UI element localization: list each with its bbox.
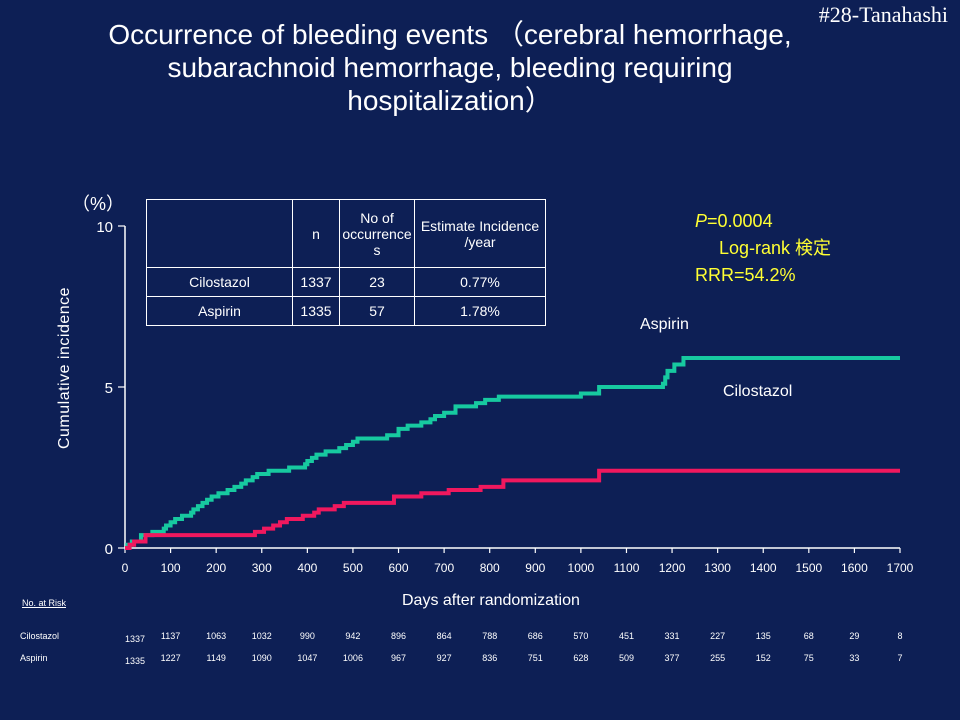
risk-cell: 990 [299, 631, 315, 641]
x-tick-label: 1000 [568, 561, 595, 575]
p-value-line: P=0.0004 [695, 208, 831, 235]
summary-cell: 1337 [292, 267, 340, 297]
x-tick-label: 0 [122, 561, 129, 575]
summary-table: n No of occurrence s Estimate Incidence … [146, 199, 546, 326]
risk-cell: 942 [345, 631, 361, 641]
x-tick-label: 900 [525, 561, 545, 575]
x-tick-label: 1600 [841, 561, 868, 575]
p-value: =0.0004 [707, 211, 773, 231]
risk-cell: 135 [755, 631, 771, 641]
summary-header-incidence: Estimate Incidence /year [414, 199, 546, 268]
summary-cell: Cilostazol [146, 267, 293, 297]
x-tick-label: 100 [161, 561, 181, 575]
x-tick-label: 300 [252, 561, 272, 575]
test-name: Log-rank 検定 [719, 238, 832, 258]
risk-cell: 1137 [160, 631, 181, 641]
risk-cell: 255 [710, 653, 726, 663]
slide-number: #28-Tanahashi [818, 2, 948, 27]
summary-cell: Aspirin [146, 296, 293, 326]
risk-cell: 75 [803, 653, 814, 663]
slide-title: Occurrence of bleeding events （cerebral … [0, 18, 900, 117]
y-tick-label: 0 [105, 541, 113, 558]
risk-cell: 33 [849, 653, 860, 663]
risk-cell: 7 [897, 653, 903, 663]
risk-cell: 1032 [251, 631, 272, 641]
p-symbol: P [695, 211, 708, 231]
x-tick-label: 800 [480, 561, 500, 575]
risk-cell: 628 [573, 653, 589, 663]
risk-cell: 927 [436, 653, 452, 663]
y-tick-label: 10 [96, 219, 113, 236]
risk-table-heading: No. at Risk [22, 598, 67, 608]
summary-header-occurrences: No of occurrence s [339, 199, 415, 268]
risk-cell: 1337 [124, 634, 146, 644]
summary-header-n: n [292, 199, 340, 268]
rrr-value: RRR=54.2% [695, 265, 796, 285]
risk-cell: 29 [849, 631, 860, 641]
y-axis-unit: （%） [72, 194, 125, 214]
x-axis-label: Days after randomization [402, 592, 580, 609]
statistics-annotation: P=0.0004 Log-rank 検定 RRR=54.2% [695, 208, 831, 289]
summary-cell: 23 [339, 267, 415, 297]
title-line-1: Occurrence of bleeding events （cerebral … [108, 19, 792, 50]
risk-row-label: Aspirin [20, 653, 48, 663]
x-tick-label: 1300 [704, 561, 731, 575]
title-line-2: subarachnoid hemorrhage, bleeding requir… [167, 52, 733, 83]
risk-cell: 152 [755, 653, 771, 663]
x-tick-label: 1400 [750, 561, 777, 575]
x-tick-label: 1200 [659, 561, 686, 575]
x-tick-label: 1500 [795, 561, 822, 575]
risk-cell: 8 [897, 631, 903, 641]
risk-cell: 509 [618, 653, 634, 663]
series-line-cilostazol [125, 468, 900, 550]
risk-row-label: Cilostazol [20, 631, 60, 641]
summary-cell: 1335 [292, 296, 340, 326]
x-tick-label: 1700 [887, 561, 914, 575]
risk-cell: 864 [436, 631, 452, 641]
risk-cell: 227 [710, 631, 726, 641]
title-line-3: hospitalization） [347, 85, 553, 116]
x-tick-label: 600 [389, 561, 409, 575]
aspirin-curve-label: Aspirin [640, 316, 689, 333]
risk-cell: 1227 [160, 653, 181, 663]
x-tick-label: 200 [206, 561, 226, 575]
risk-cell: 1149 [206, 653, 226, 663]
cilostazol-curve-label: Cilostazol [723, 383, 793, 400]
summary-cell: 57 [339, 296, 415, 326]
risk-cell: 896 [391, 631, 407, 641]
risk-cell: 331 [664, 631, 680, 641]
risk-cell: 1047 [297, 653, 318, 663]
series-line-aspirin [125, 356, 900, 550]
risk-cell: 836 [482, 653, 498, 663]
summary-cell: 0.77% [414, 267, 546, 297]
risk-cell: 788 [482, 631, 498, 641]
risk-cell: 686 [527, 631, 543, 641]
summary-row-aspirin: Aspirin 1335 57 1.78% [146, 296, 546, 326]
x-tick-label: 1100 [614, 561, 640, 575]
y-tick-label: 5 [105, 380, 113, 397]
risk-cell: 1063 [206, 631, 227, 641]
risk-cell: 1090 [251, 653, 272, 663]
risk-cell: 68 [803, 631, 814, 641]
y-axis-label: Cumulative incidence [56, 286, 73, 450]
risk-cell: 570 [573, 631, 589, 641]
risk-cell: 1335 [124, 656, 146, 666]
risk-cell: 377 [664, 653, 680, 663]
risk-cell: 451 [618, 631, 634, 641]
risk-cell: 751 [527, 653, 543, 663]
summary-header-row: n No of occurrence s Estimate Incidence … [146, 199, 546, 268]
risk-cell: 1006 [342, 653, 363, 663]
x-tick-label: 400 [297, 561, 317, 575]
summary-row-cilostazol: Cilostazol 1337 23 0.77% [146, 267, 546, 297]
x-tick-label: 500 [343, 561, 363, 575]
summary-cell: 1.78% [414, 296, 546, 326]
risk-cell: 967 [391, 653, 407, 663]
summary-header-blank [146, 199, 293, 268]
x-tick-label: 700 [434, 561, 454, 575]
